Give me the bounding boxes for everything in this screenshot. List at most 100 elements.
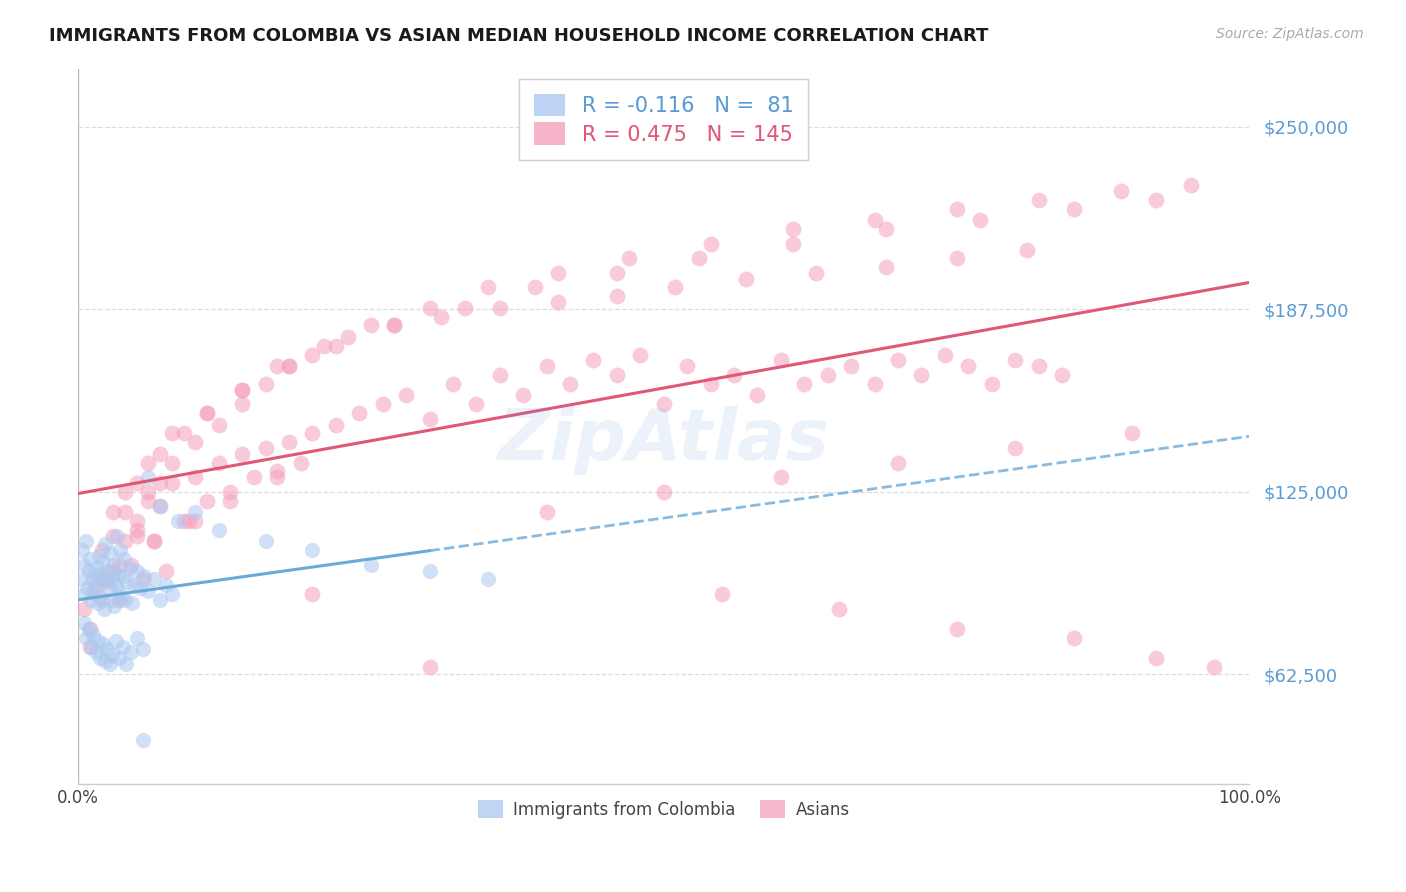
Point	[114, 484, 136, 499]
Point	[1109, 184, 1132, 198]
Point	[266, 470, 288, 484]
Point	[266, 464, 288, 478]
Point	[131, 733, 153, 747]
Point	[747, 388, 769, 402]
Point	[360, 558, 382, 572]
Point	[488, 301, 510, 315]
Point	[98, 657, 121, 671]
Point	[80, 592, 103, 607]
Point	[231, 447, 253, 461]
Point	[839, 359, 862, 374]
Point	[254, 441, 277, 455]
Point	[94, 537, 117, 551]
Point	[112, 552, 135, 566]
Point	[138, 584, 160, 599]
Point	[769, 470, 792, 484]
Point	[536, 505, 558, 519]
Point	[129, 581, 152, 595]
Point	[606, 266, 628, 280]
Point	[83, 566, 105, 581]
Point	[477, 573, 499, 587]
Point	[107, 566, 129, 581]
Point	[664, 280, 686, 294]
Point	[711, 587, 734, 601]
Point	[103, 528, 125, 542]
Point	[488, 368, 510, 382]
Point	[125, 523, 148, 537]
Point	[77, 564, 100, 578]
Point	[395, 388, 418, 402]
Point	[79, 622, 101, 636]
Point	[699, 376, 721, 391]
Point	[523, 280, 546, 294]
Point	[84, 581, 107, 595]
Point	[138, 484, 160, 499]
Point	[184, 470, 207, 484]
Point	[804, 266, 827, 280]
Point	[219, 493, 242, 508]
Point	[131, 642, 153, 657]
Point	[120, 645, 142, 659]
Point	[89, 590, 111, 604]
Point	[94, 654, 117, 668]
Point	[87, 596, 110, 610]
Point	[980, 376, 1002, 391]
Point	[104, 633, 127, 648]
Point	[278, 359, 301, 374]
Point	[96, 564, 118, 578]
Point	[606, 289, 628, 303]
Point	[243, 470, 266, 484]
Point	[75, 631, 97, 645]
Point	[90, 569, 112, 583]
Point	[73, 616, 96, 631]
Point	[155, 578, 177, 592]
Point	[782, 222, 804, 236]
Point	[301, 587, 323, 601]
Point	[160, 476, 183, 491]
Point	[512, 388, 534, 402]
Point	[184, 514, 207, 528]
Point	[1121, 426, 1143, 441]
Point	[125, 631, 148, 645]
Point	[143, 534, 166, 549]
Point	[114, 534, 136, 549]
Point	[652, 484, 675, 499]
Point	[793, 376, 815, 391]
Point	[418, 660, 440, 674]
Point	[301, 348, 323, 362]
Point	[817, 368, 839, 382]
Point	[125, 528, 148, 542]
Point	[195, 406, 218, 420]
Point	[86, 560, 108, 574]
Point	[132, 569, 155, 583]
Point	[1180, 178, 1202, 193]
Point	[75, 587, 97, 601]
Point	[301, 426, 323, 441]
Point	[101, 648, 124, 663]
Point	[477, 280, 499, 294]
Point	[723, 368, 745, 382]
Point	[441, 376, 464, 391]
Point	[96, 575, 118, 590]
Point	[1204, 660, 1226, 674]
Point	[77, 622, 100, 636]
Point	[160, 587, 183, 601]
Point	[101, 573, 124, 587]
Point	[418, 412, 440, 426]
Point	[91, 637, 114, 651]
Point	[1028, 193, 1050, 207]
Point	[105, 528, 128, 542]
Point	[120, 558, 142, 572]
Point	[125, 514, 148, 528]
Point	[418, 564, 440, 578]
Point	[547, 266, 569, 280]
Point	[231, 383, 253, 397]
Point	[418, 301, 440, 315]
Point	[104, 578, 127, 592]
Point	[208, 417, 231, 432]
Point	[149, 500, 172, 514]
Point	[945, 252, 967, 266]
Point	[143, 573, 166, 587]
Point	[179, 514, 201, 528]
Point	[453, 301, 475, 315]
